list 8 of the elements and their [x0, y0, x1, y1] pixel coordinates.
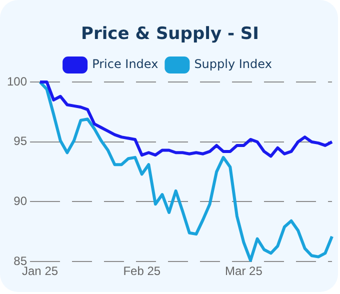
- y-tick-label: 95: [14, 134, 28, 148]
- chart-title: Price & Supply - SI: [80, 24, 260, 44]
- x-tick-label: Feb 25: [123, 264, 161, 278]
- y-tick-label: 90: [14, 194, 28, 208]
- x-tick-label: Mar 25: [225, 264, 263, 278]
- legend-label: Price Index: [92, 57, 158, 72]
- legend-label: Supply Index: [194, 57, 272, 72]
- y-tick-label: 100: [6, 74, 28, 88]
